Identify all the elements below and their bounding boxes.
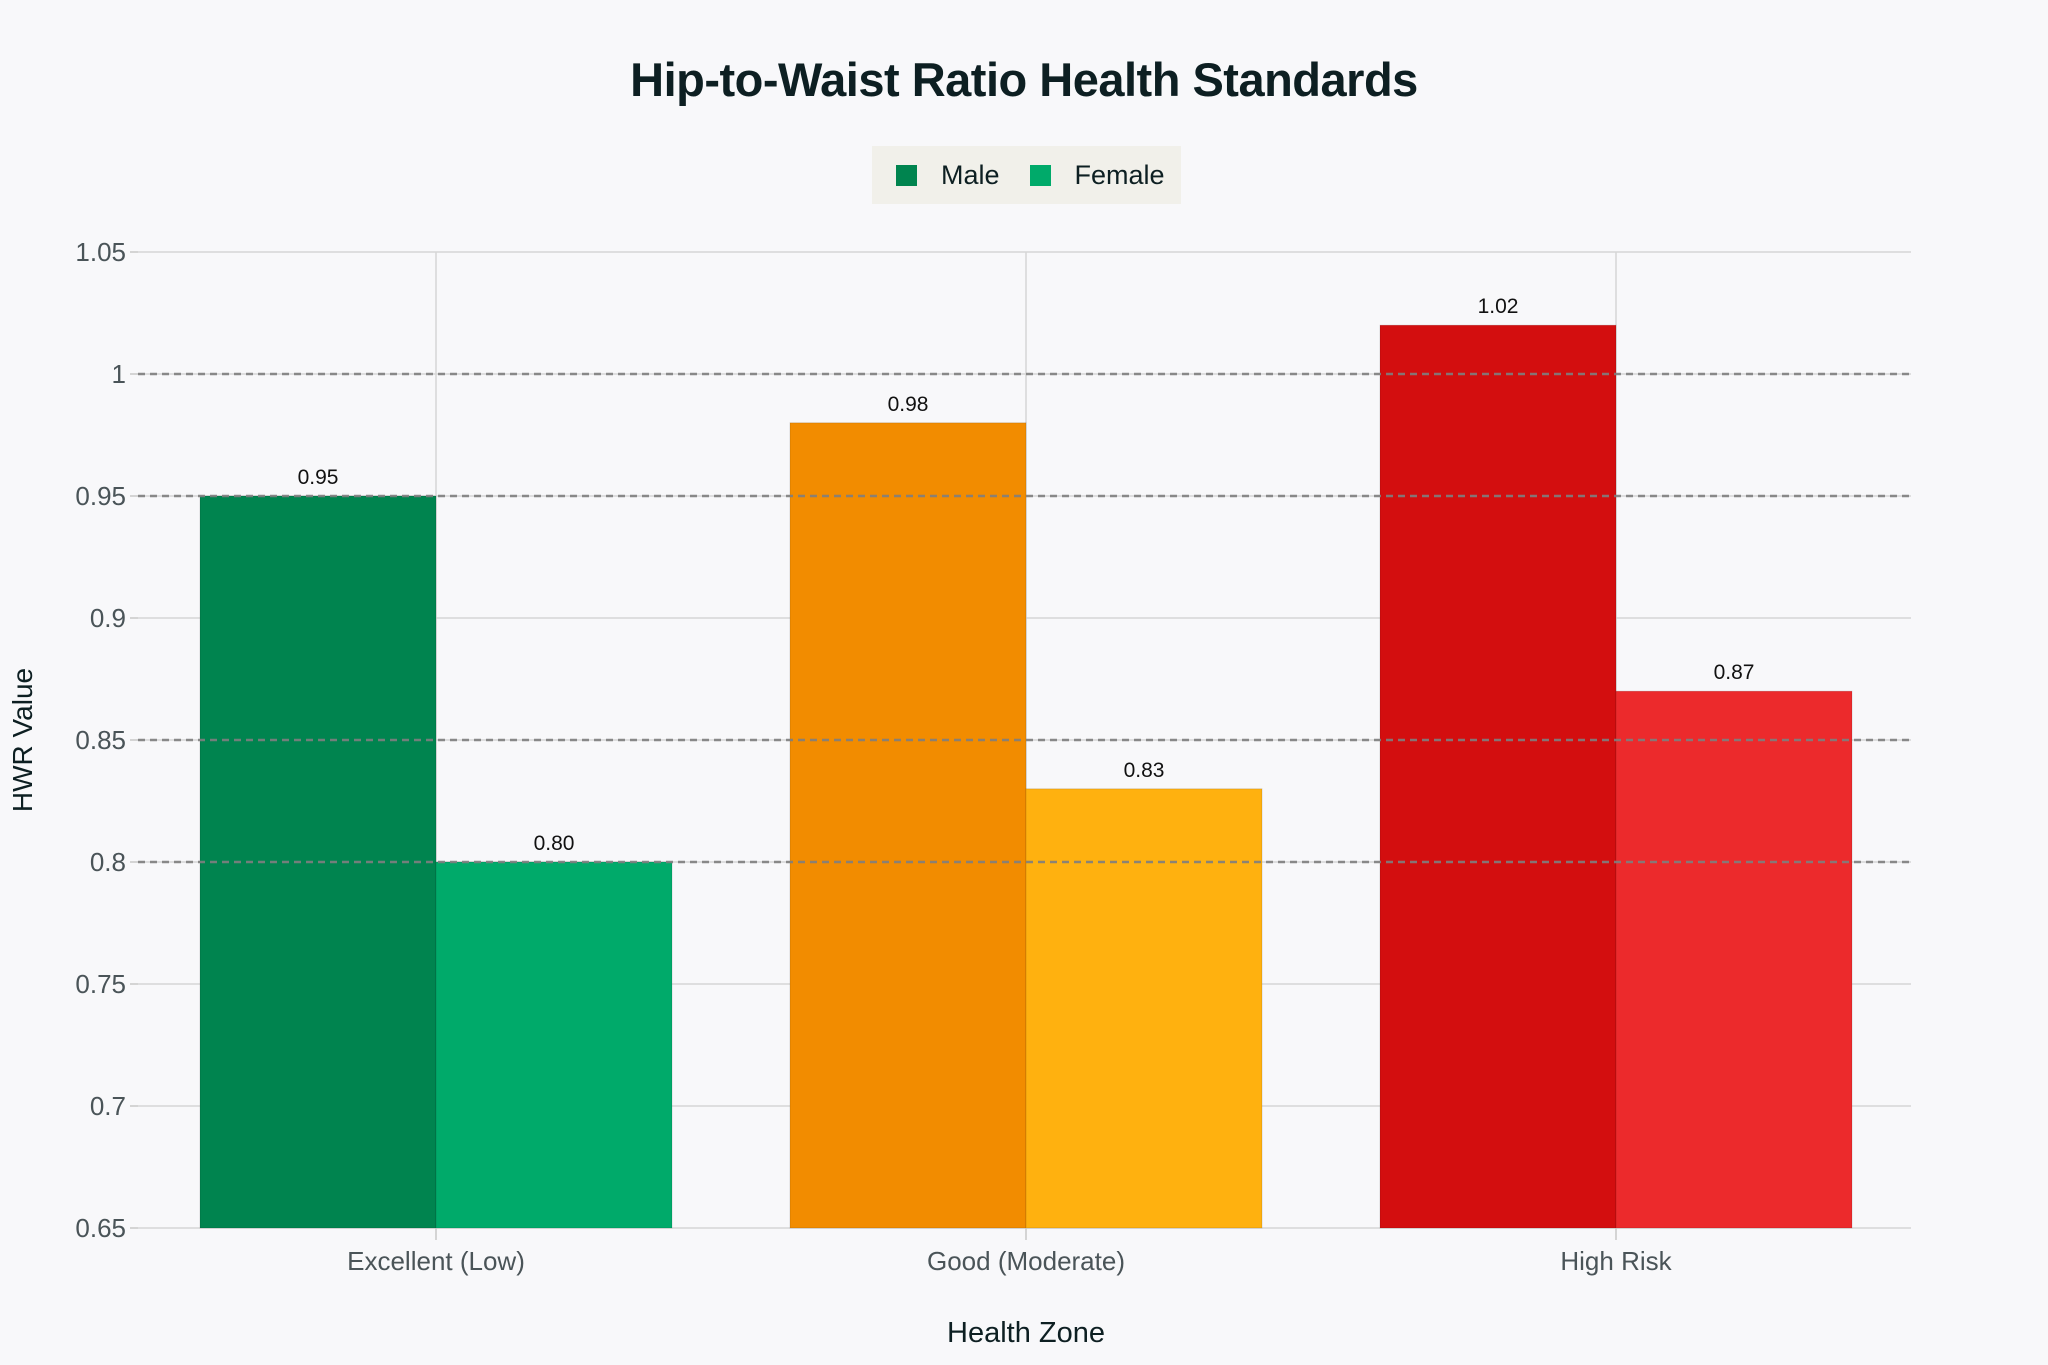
bar-male[interactable] [1379, 324, 1617, 1229]
y-axis-title: HWR Value [7, 668, 38, 812]
legend: Male Female [872, 146, 1181, 204]
y-tick-label: 0.95 [75, 481, 126, 511]
y-tick-label: 0.8 [90, 847, 126, 877]
bar-value-label: 1.02 [1478, 295, 1519, 318]
bar-value-label: 0.98 [888, 393, 929, 416]
legend-item-female[interactable]: Female [1029, 159, 1165, 191]
legend-item-male[interactable]: Male [896, 160, 1000, 191]
bar-female[interactable] [435, 861, 673, 1229]
x-tick-label: Good (Moderate) [927, 1246, 1125, 1276]
x-tick-label: High Risk [1560, 1246, 1672, 1276]
axes: 0.65 0.7 0.75 0.8 0.85 0.9 0.95 1 1.05 Excellent … [75, 237, 1672, 1276]
x-tick-label: Excellent (Low) [347, 1246, 525, 1276]
bar-value-label: 0.80 [534, 832, 575, 855]
reference-lines [138, 372, 1911, 864]
y-tick-label: 0.75 [75, 969, 126, 999]
y-tick-label: 1.05 [75, 237, 126, 267]
bar-male[interactable] [789, 422, 1027, 1229]
bar-value-label: 0.87 [1714, 661, 1755, 684]
legend-swatch-male [896, 164, 917, 186]
bar-female[interactable] [1025, 788, 1263, 1229]
x-axis-title: Health Zone [947, 1317, 1105, 1349]
bar-female[interactable] [1615, 690, 1853, 1229]
y-tick-label: 0.85 [75, 725, 126, 755]
y-tick-label: 0.65 [75, 1213, 126, 1243]
y-tick-label: 0.7 [90, 1091, 126, 1121]
bar-value-labels: 0.95 0.98 1.02 0.80 0.83 0.87 [298, 295, 1755, 855]
y-tick-label: 1 [112, 359, 126, 389]
y-tick-label: 0.9 [90, 603, 126, 633]
legend-label-male: Male [941, 159, 1000, 190]
legend-label-female: Female [1074, 159, 1165, 190]
bar-value-label: 0.95 [298, 466, 339, 489]
legend-swatch-female [1029, 164, 1051, 186]
bars [199, 324, 1853, 1229]
bar-value-label: 0.83 [1124, 759, 1165, 782]
chart-title: Hip-to-Waist Ratio Health Standards [630, 53, 1418, 106]
